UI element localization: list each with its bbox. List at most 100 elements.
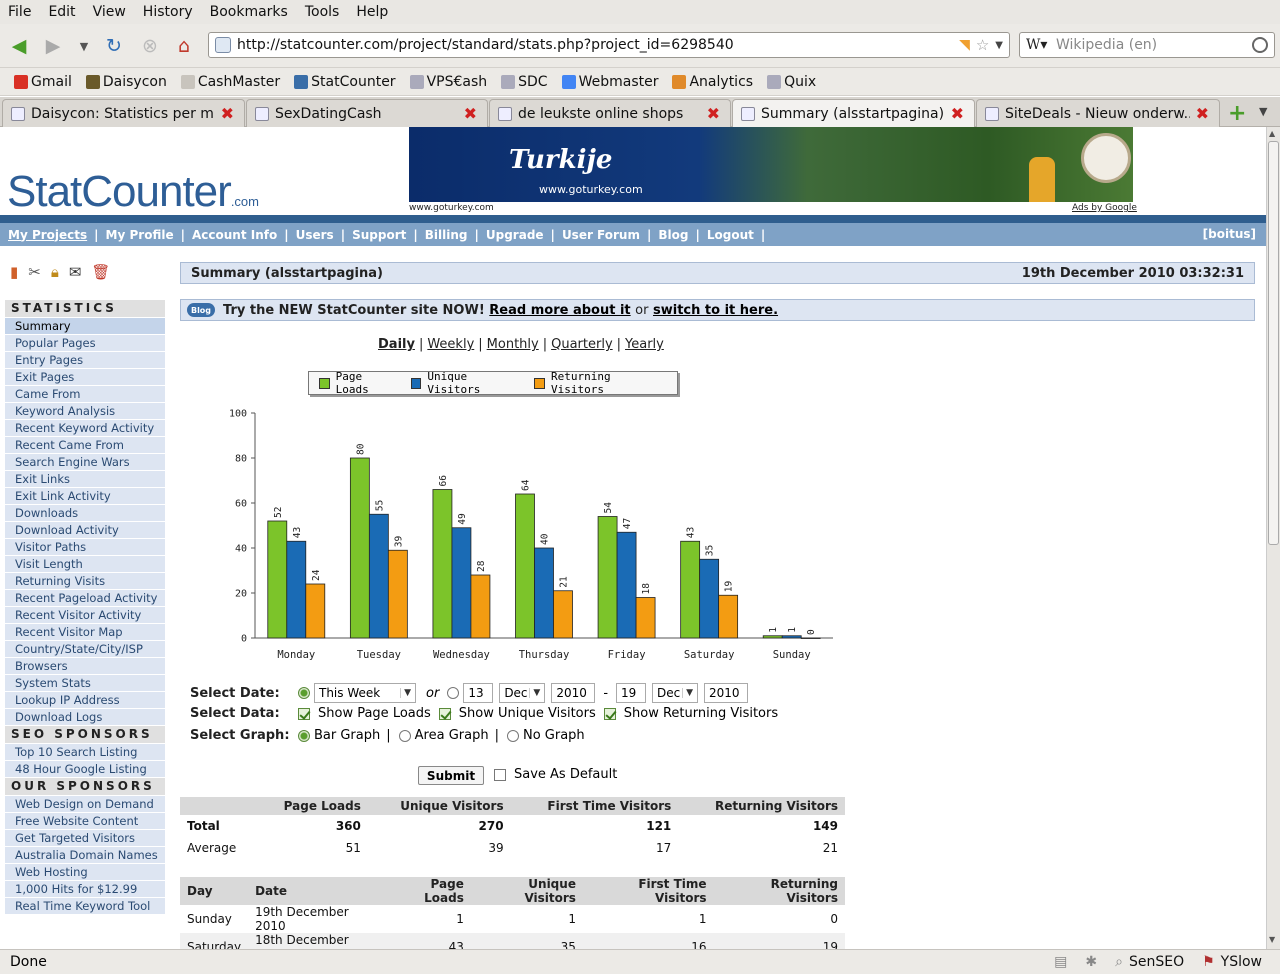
period-monthly[interactable]: Monthly	[486, 337, 539, 352]
tab-1[interactable]: Daisycon: Statistics per m... ✖	[2, 99, 245, 127]
bookmark-quix[interactable]: Quix	[767, 74, 816, 90]
search-icon[interactable]	[1252, 37, 1268, 53]
vertical-scrollbar[interactable]: ▲ ▼	[1266, 127, 1280, 949]
sidebar-item-came-from[interactable]: Came From	[5, 386, 165, 403]
sidebar-item-web-design-on-demand[interactable]: Web Design on Demand	[5, 796, 165, 813]
stats-chart-icon[interactable]: ▮	[10, 263, 19, 281]
sidebar-item-web-hosting[interactable]: Web Hosting	[5, 864, 165, 881]
period-yearly[interactable]: Yearly	[625, 337, 664, 352]
tab-close-icon[interactable]: ✖	[463, 104, 477, 123]
bookmark-daisycon[interactable]: Daisycon	[85, 74, 167, 90]
sidebar-item-lookup-ip-address[interactable]: Lookup IP Address	[5, 692, 165, 709]
period-quarterly[interactable]: Quarterly	[551, 337, 613, 352]
sidebar-item-real-time-keyword-tool[interactable]: Real Time Keyword Tool	[5, 898, 165, 915]
reload-icon[interactable]: ↻	[106, 35, 122, 57]
sidebar-item-get-targeted-visitors[interactable]: Get Targeted Visitors	[5, 830, 165, 847]
from-year-input[interactable]: 2010	[551, 683, 596, 703]
sidebar-item-exit-links[interactable]: Exit Links	[5, 471, 165, 488]
sidebar-item-download-activity[interactable]: Download Activity	[5, 522, 165, 539]
rss-icon[interactable]: ◥	[959, 37, 970, 53]
nav-user-forum[interactable]: User Forum	[561, 227, 640, 242]
history-dropdown-icon[interactable]: ▼	[79, 39, 89, 53]
tab-close-icon[interactable]: ✖	[706, 104, 720, 123]
custom-range-radio[interactable]	[447, 687, 460, 699]
home-icon[interactable]: ⌂	[177, 35, 191, 57]
sidebar-item-1-000-hits-for-12-99[interactable]: 1,000 Hits for $12.99	[5, 881, 165, 898]
sidebar-item-keyword-analysis[interactable]: Keyword Analysis	[5, 403, 165, 420]
search-placeholder[interactable]: Wikipedia (en)	[1056, 37, 1158, 53]
bookmark-star-icon[interactable]: ☆	[975, 36, 990, 54]
to-month-select[interactable]: Dec ▼	[652, 683, 699, 703]
page-info-icon[interactable]: ▤	[1054, 954, 1068, 970]
nav-logout[interactable]: Logout	[706, 227, 754, 242]
sidebar-item-download-logs[interactable]: Download Logs	[5, 709, 165, 726]
nav-my-profile[interactable]: My Profile	[105, 227, 174, 242]
nav-billing[interactable]: Billing	[424, 227, 468, 242]
area-graph-radio[interactable]	[398, 729, 411, 742]
period-daily[interactable]: Daily	[378, 337, 415, 352]
from-day-input[interactable]: 13	[463, 683, 494, 703]
bar-graph-radio[interactable]	[298, 729, 310, 742]
submit-button[interactable]: Submit	[418, 766, 484, 785]
tab-3[interactable]: de leukste online shops ✖	[489, 99, 731, 127]
search-bar[interactable]: W▾ Wikipedia (en)	[1019, 32, 1275, 58]
bookmark-cashmaster[interactable]: CashMaster	[180, 74, 280, 90]
url-text[interactable]: http://statcounter.com/project/standard/…	[237, 37, 734, 53]
sidebar-item-exit-link-activity[interactable]: Exit Link Activity	[5, 488, 165, 505]
back-icon[interactable]: ◀	[11, 35, 27, 57]
sidebar-item-summary[interactable]: Summary	[5, 318, 165, 335]
bookmark-vps-ash[interactable]: VPS€ash	[409, 74, 487, 90]
forward-icon[interactable]: ▶	[45, 35, 61, 57]
sidebar-item-country-state-city-isp[interactable]: Country/State/City/ISP	[5, 641, 165, 658]
to-day-input[interactable]: 19	[616, 683, 647, 703]
wikipedia-icon[interactable]: W▾	[1026, 37, 1048, 53]
bookmark-analytics[interactable]: Analytics	[672, 74, 753, 90]
sidebar-item-recent-keyword-activity[interactable]: Recent Keyword Activity	[5, 420, 165, 437]
sidebar-item-visit-length[interactable]: Visit Length	[5, 556, 165, 573]
bookmark-webmaster[interactable]: Webmaster	[561, 74, 658, 90]
preset-range-select[interactable]: This Week ▼	[314, 683, 416, 703]
tab-2[interactable]: SexDatingCash ✖	[246, 99, 488, 127]
page-loads-checkbox[interactable]	[298, 707, 310, 720]
tab-close-icon[interactable]: ✖	[220, 104, 234, 123]
sidebar-item-48-hour-google-listing[interactable]: 48 Hour Google Listing	[5, 761, 165, 778]
tab-close-icon[interactable]: ✖	[1195, 104, 1209, 123]
bookmark-statcounter[interactable]: StatCounter	[294, 74, 396, 90]
menu-file[interactable]: File	[8, 4, 32, 20]
nav-account-info[interactable]: Account Info	[191, 227, 278, 242]
menu-edit[interactable]: Edit	[48, 4, 76, 20]
nav-upgrade[interactable]: Upgrade	[485, 227, 544, 242]
sidebar-item-recent-came-from[interactable]: Recent Came From	[5, 437, 165, 454]
scroll-thumb[interactable]	[1268, 141, 1279, 545]
period-weekly[interactable]: Weekly	[427, 337, 475, 352]
sidebar-item-exit-pages[interactable]: Exit Pages	[5, 369, 165, 386]
save-default-checkbox[interactable]	[494, 768, 506, 781]
bookmark-gmail[interactable]: Gmail	[14, 74, 72, 90]
nav-support[interactable]: Support	[352, 227, 407, 242]
no-graph-radio[interactable]	[506, 729, 519, 742]
sidebar-item-system-stats[interactable]: System Stats	[5, 675, 165, 692]
new-tab-icon[interactable]: +	[1228, 101, 1247, 126]
tab-5[interactable]: SiteDeals - Nieuw onderw... ✖	[976, 99, 1220, 127]
menu-view[interactable]: View	[92, 4, 126, 20]
site-identity-icon[interactable]	[215, 37, 231, 53]
nav-blog[interactable]: Blog	[658, 227, 689, 242]
sidebar-item-recent-pageload-activity[interactable]: Recent Pageload Activity	[5, 590, 165, 607]
menu-bookmarks[interactable]: Bookmarks	[209, 4, 288, 20]
statcounter-logo[interactable]: StatCounter.com	[7, 167, 259, 217]
menu-history[interactable]: History	[142, 4, 193, 20]
tab-close-icon[interactable]: ✖	[950, 104, 964, 123]
switch-site-link[interactable]: switch to it here.	[653, 302, 779, 318]
sidebar-item-downloads[interactable]: Downloads	[5, 505, 165, 522]
email-icon[interactable]: ✉	[68, 263, 82, 281]
nav-my-projects[interactable]: My Projects	[8, 227, 88, 242]
sidebar-item-visitor-paths[interactable]: Visitor Paths	[5, 539, 165, 556]
ads-by-google-link[interactable]: Ads by Google	[1072, 203, 1137, 213]
sidebar-item-returning-visits[interactable]: Returning Visits	[5, 573, 165, 590]
sidebar-item-recent-visitor-activity[interactable]: Recent Visitor Activity	[5, 607, 165, 624]
url-bar[interactable]: http://statcounter.com/project/standard/…	[208, 32, 1010, 58]
senseo-addon[interactable]: ⌕ SenSEO	[1115, 954, 1184, 970]
nav-users[interactable]: Users	[295, 227, 334, 242]
bookmark-sdc[interactable]: SDC	[501, 74, 548, 90]
sidebar-item-free-website-content[interactable]: Free Website Content	[5, 813, 165, 830]
